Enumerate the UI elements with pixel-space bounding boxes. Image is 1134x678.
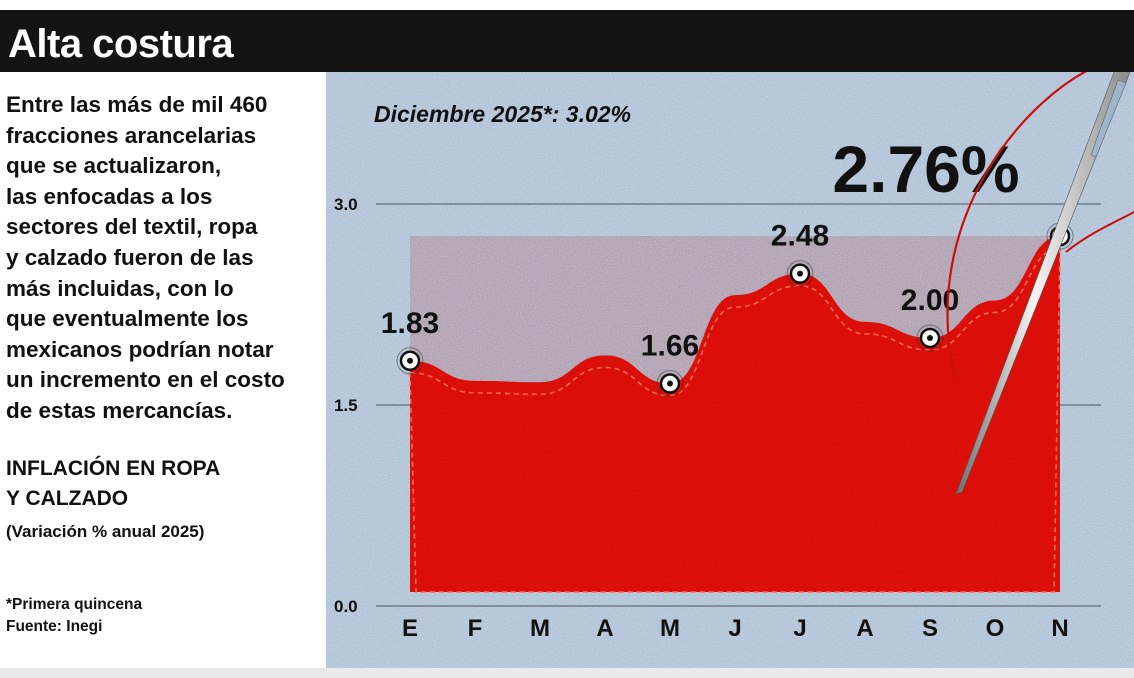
- bottom-border: [0, 668, 1134, 678]
- point-ring: [396, 347, 424, 375]
- intro-text: Entre las más de mil 460 fracciones aran…: [6, 90, 324, 427]
- footnote: *Primera quincena: [6, 596, 143, 613]
- x-tick-label: J: [793, 615, 806, 642]
- december-annotation: Diciembre 2025*: 3.02%: [374, 101, 631, 127]
- x-tick-label: S: [922, 615, 938, 642]
- x-tick-label: A: [856, 615, 873, 642]
- needle-eye: [1090, 79, 1127, 158]
- area-chart: 1.83 1.66 2.48 2.00 2.76% E F M A M J J A S O N 0.0 1.5…: [326, 60, 1134, 668]
- chart-subtitle: (Variación % anual 2025): [6, 522, 205, 541]
- needle-thread: [946, 60, 1134, 495]
- intro-line: mexicanos podrían notar: [6, 336, 274, 362]
- source-note: Fuente: Inegi: [6, 618, 103, 635]
- x-tick-label: F: [468, 615, 483, 642]
- chart-title-line: Y CALZADO: [6, 487, 129, 510]
- left-panel: Entre las más de mil 460 fracciones aran…: [0, 72, 326, 678]
- x-tick-label: O: [986, 615, 1005, 642]
- chart-title-line: INFLACIÓN EN ROPA: [6, 457, 221, 480]
- intro-line: un incremento en el costo: [6, 367, 285, 393]
- y-tick-label: 3.0: [334, 195, 358, 214]
- y-tick-label: 0.0: [334, 597, 358, 616]
- intro-line: de estas mercancías.: [6, 397, 233, 423]
- chart-area: 1.83 1.66 2.48 2.00 2.76% E F M A M J J A S O N 0.0 1.5…: [326, 60, 1134, 668]
- thread-tail: [1065, 211, 1134, 253]
- chart-title: INFLACIÓN EN ROPA Y CALZADO: [6, 454, 306, 514]
- data-label: 1.83: [381, 307, 439, 340]
- x-tick-label: N: [1051, 615, 1068, 642]
- x-tick-label: M: [660, 615, 680, 642]
- intro-line: y calzado fueron de las: [6, 244, 254, 270]
- intro-line: las enfocadas a los: [6, 183, 213, 209]
- data-point-center: [927, 335, 933, 341]
- intro-line: que eventualmente los: [6, 306, 249, 332]
- notes: *Primera quincena Fuente: Inegi: [6, 594, 142, 638]
- data-point-center: [797, 270, 803, 277]
- area-texture: [410, 236, 1060, 592]
- intro-line: que se actualizaron,: [6, 153, 222, 179]
- x-tick-label: M: [530, 615, 550, 642]
- data-label: 2.48: [771, 220, 829, 253]
- data-label: 2.00: [901, 284, 959, 317]
- point-ring: [916, 324, 944, 352]
- x-tick-label: A: [596, 615, 613, 642]
- seam-stitch: [409, 247, 1061, 593]
- point-ring: [656, 370, 684, 398]
- intro-line: más incluidas, con lo: [6, 275, 234, 301]
- thread: [946, 60, 1107, 383]
- highlight-value-label: 2.76%: [832, 132, 1019, 206]
- header-bar: Alta costura: [0, 10, 1134, 72]
- x-tick-label: E: [402, 615, 418, 642]
- data-point-center: [407, 357, 413, 364]
- intro-line: Entre las más de mil 460: [6, 92, 268, 117]
- point-ring: [786, 260, 814, 288]
- x-tick-label: J: [728, 615, 741, 642]
- intro-line: fracciones arancelarias: [6, 122, 257, 148]
- data-label: 1.66: [641, 330, 699, 363]
- data-point-center: [667, 380, 673, 387]
- page-title: Alta costura: [8, 22, 234, 66]
- y-tick-label: 1.5: [334, 396, 358, 415]
- intro-line: sectores del textil, ropa: [6, 214, 258, 240]
